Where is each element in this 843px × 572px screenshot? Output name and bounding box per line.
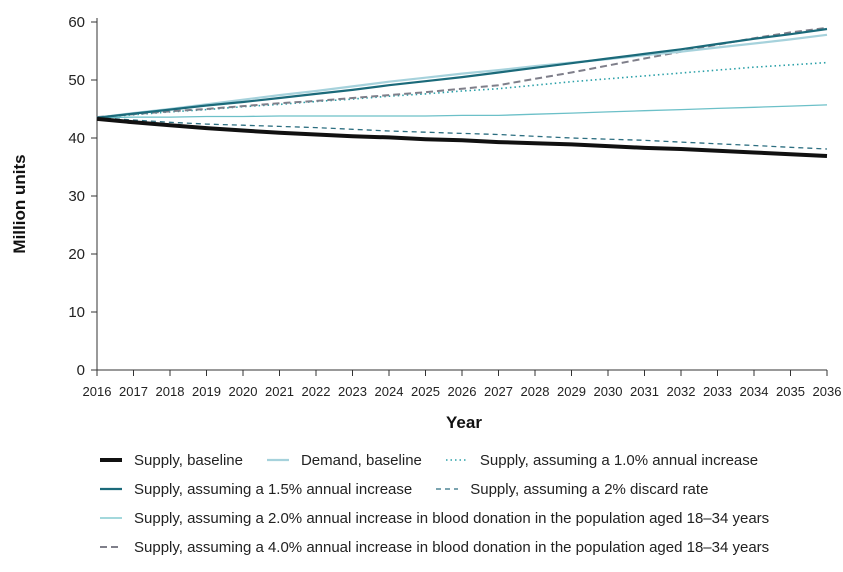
x-tick-label: 2034 — [740, 384, 769, 399]
legend-swatch — [100, 458, 122, 462]
legend-label: Supply, assuming a 1.0% annual increase — [479, 451, 759, 469]
legend-swatch — [100, 517, 122, 519]
y-axis-label: Million units — [10, 154, 29, 253]
legend-item: Demand, baseline — [265, 452, 422, 469]
chart-axes — [91, 18, 828, 376]
x-tick-label: 2024 — [375, 384, 404, 399]
legend-item: Supply, baseline — [98, 452, 243, 469]
y-tick-label: 0 — [77, 362, 85, 379]
series-line-4 — [96, 117, 828, 150]
y-tick-label: 50 — [68, 72, 85, 89]
y-tick-label: 30 — [68, 188, 85, 205]
legend-swatch — [100, 487, 122, 491]
x-tick-label: 2036 — [813, 384, 842, 399]
x-tick-label: 2022 — [302, 384, 331, 399]
legend-swatch — [436, 488, 459, 490]
series-line-3 — [96, 27, 828, 119]
legend-item: Supply, assuming a 1.0% annual increase — [444, 452, 758, 469]
x-tick-label: 2028 — [521, 384, 550, 399]
y-tick-label: 20 — [68, 246, 85, 263]
x-tick-label: 2025 — [411, 384, 440, 399]
x-tick-label: 2019 — [192, 384, 221, 399]
legend-item: Supply, assuming a 4.0% annual increase … — [98, 539, 769, 556]
legend-item: Supply, assuming a 2.0% annual increase … — [98, 510, 769, 527]
legend-label: Demand, baseline — [300, 451, 422, 469]
legend-item: Supply, assuming a 1.5% annual increase — [98, 481, 412, 498]
legend-label: Supply, baseline — [134, 451, 243, 469]
legend-label: Supply, assuming a 4.0% annual increase … — [134, 538, 770, 556]
y-tick-label: 40 — [68, 130, 85, 147]
x-tick-label: 2018 — [156, 384, 185, 399]
y-tick-label: 60 — [68, 14, 85, 31]
legend-swatch — [100, 546, 122, 548]
x-tick-label: 2033 — [703, 384, 732, 399]
legend-item: Supply, assuming a 2% discard rate — [434, 481, 708, 498]
legend-label: Supply, assuming a 1.5% annual increase — [134, 480, 413, 498]
y-tick-label: 10 — [68, 304, 85, 321]
legend-row: Supply, baseline Demand, baseline Supply, … — [98, 448, 838, 472]
x-tick-label: 2030 — [594, 384, 623, 399]
x-tick-label: 2020 — [229, 384, 258, 399]
x-tick-label: 2026 — [448, 384, 477, 399]
legend-row: Supply, assuming a 1.5% annual increase S… — [98, 477, 838, 501]
legend-swatch — [445, 459, 468, 461]
x-tick-label: 2016 — [83, 384, 112, 399]
x-tick-label: 2032 — [667, 384, 696, 399]
series-line-1 — [96, 33, 828, 119]
x-tick-label: 2031 — [630, 384, 659, 399]
x-tick-label: 2021 — [265, 384, 294, 399]
x-tick-label: 2027 — [484, 384, 513, 399]
legend-row: Supply, assuming a 2.0% annual increase … — [98, 506, 838, 530]
x-tick-label: 2029 — [557, 384, 586, 399]
legend-row: Supply, assuming a 4.0% annual increase … — [98, 535, 838, 559]
series-line-0 — [96, 116, 828, 158]
series-line-6 — [96, 26, 828, 119]
series-line-5 — [96, 104, 828, 119]
x-tick-label: 2017 — [119, 384, 148, 399]
chart-series-lines — [96, 26, 828, 158]
legend-label: Supply, assuming a 2.0% annual increase … — [134, 509, 770, 527]
legend-swatch — [266, 458, 289, 462]
legend-label: Supply, assuming a 2% discard rate — [470, 480, 709, 498]
x-axis-label: Year — [446, 413, 482, 432]
chart-legend: Supply, baseline Demand, baseline Supply, … — [98, 448, 838, 564]
x-tick-label: 2035 — [776, 384, 805, 399]
x-tick-label: 2023 — [338, 384, 367, 399]
